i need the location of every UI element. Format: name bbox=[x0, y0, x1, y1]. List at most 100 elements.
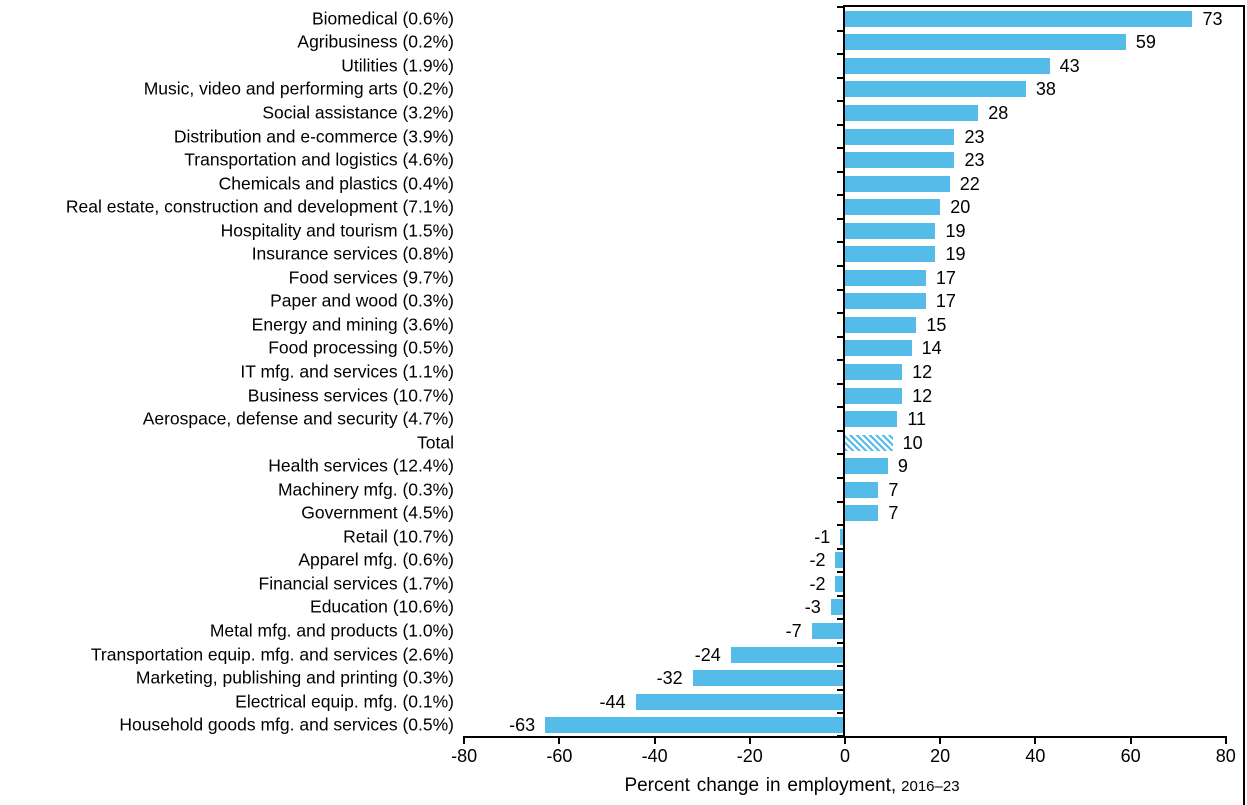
value-label: 10 bbox=[902, 432, 923, 453]
x-tick-label: 60 bbox=[1120, 746, 1141, 766]
value-label: 19 bbox=[945, 244, 966, 265]
category-label: Aerospace, defense and security (4.7%) bbox=[142, 408, 454, 429]
category-label: Health services (12.4%) bbox=[268, 455, 454, 476]
category-label: Agribusiness (0.2%) bbox=[297, 31, 454, 52]
bar bbox=[811, 623, 845, 640]
x-tick-label: -80 bbox=[451, 746, 478, 766]
category-label: Utilities (1.9%) bbox=[341, 55, 454, 76]
value-label: -44 bbox=[599, 691, 626, 712]
category-axis-tick bbox=[837, 524, 843, 527]
category-label: Paper and wood (0.3%) bbox=[270, 290, 454, 311]
category-label: Music, video and performing arts (0.2%) bbox=[143, 78, 454, 99]
category-label: Social assistance (3.2%) bbox=[262, 102, 454, 123]
category-axis-tick bbox=[837, 688, 843, 691]
bar bbox=[845, 458, 888, 475]
category-label: Electrical equip. mfg. (0.1%) bbox=[235, 690, 454, 711]
category-axis-tick bbox=[837, 406, 843, 409]
x-axis-tick bbox=[939, 738, 942, 744]
plot-right-border bbox=[1243, 5, 1245, 805]
category-label: IT mfg. and services (1.1%) bbox=[240, 361, 454, 382]
x-axis-title-years: 2016–23 bbox=[901, 778, 960, 795]
category-axis-tick bbox=[837, 100, 843, 103]
bar bbox=[635, 693, 845, 710]
bar bbox=[830, 599, 845, 616]
value-label: -24 bbox=[694, 644, 721, 665]
category-label: Household goods mfg. and services (0.5%) bbox=[119, 714, 454, 735]
x-axis-title-text: Percent change in employment, bbox=[624, 775, 897, 796]
category-label: Food services (9.7%) bbox=[288, 267, 454, 288]
bar bbox=[845, 316, 917, 333]
bar bbox=[845, 81, 1026, 98]
bar bbox=[835, 552, 845, 569]
value-label: 23 bbox=[964, 150, 985, 171]
value-label: 15 bbox=[926, 314, 947, 335]
value-label: 22 bbox=[959, 173, 980, 194]
category-axis-tick bbox=[837, 241, 843, 244]
category-label: Education (10.6%) bbox=[310, 596, 454, 617]
x-axis-tick bbox=[1224, 738, 1227, 744]
value-label: 38 bbox=[1035, 79, 1056, 100]
bar bbox=[692, 670, 845, 687]
category-axis-tick bbox=[837, 429, 843, 432]
category-axis-tick bbox=[837, 265, 843, 268]
value-label: -32 bbox=[656, 668, 683, 689]
bar bbox=[845, 57, 1050, 74]
x-tick-label: 40 bbox=[1025, 746, 1046, 766]
value-label: 23 bbox=[964, 126, 985, 147]
category-label: Hospitality and tourism (1.5%) bbox=[220, 219, 454, 240]
value-label: 59 bbox=[1135, 32, 1156, 53]
value-label: 17 bbox=[935, 291, 956, 312]
bar bbox=[845, 152, 955, 169]
category-label: Business services (10.7%) bbox=[247, 384, 454, 405]
value-label: 20 bbox=[950, 197, 971, 218]
category-axis-tick bbox=[837, 382, 843, 385]
category-label: Retail (10.7%) bbox=[343, 526, 454, 547]
category-label: Government (4.5%) bbox=[301, 502, 454, 523]
value-axis-line bbox=[463, 736, 1227, 738]
category-axis-tick bbox=[837, 500, 843, 503]
bar bbox=[845, 10, 1193, 27]
x-axis-title: Percent change in employment, 2016–23 bbox=[624, 776, 959, 795]
category-axis-tick bbox=[837, 288, 843, 291]
category-axis-tick bbox=[837, 29, 843, 32]
x-axis-tick bbox=[1129, 738, 1132, 744]
bar bbox=[845, 387, 903, 404]
category-label: Machinery mfg. (0.3%) bbox=[277, 478, 454, 499]
value-label: -63 bbox=[509, 715, 536, 736]
bar bbox=[845, 34, 1126, 51]
category-axis-line bbox=[843, 5, 845, 738]
bar bbox=[845, 222, 936, 239]
bar bbox=[845, 411, 898, 428]
x-axis-tick bbox=[1034, 738, 1037, 744]
plot-top-border bbox=[843, 5, 1245, 7]
value-label: 28 bbox=[988, 102, 1009, 123]
x-axis-tick bbox=[558, 738, 561, 744]
bar bbox=[835, 575, 845, 592]
category-axis-tick bbox=[837, 359, 843, 362]
category-axis-tick bbox=[837, 712, 843, 715]
category-axis-tick bbox=[837, 641, 843, 644]
value-label: 12 bbox=[912, 385, 933, 406]
bar bbox=[545, 717, 845, 734]
category-label: Distribution and e-commerce (3.9%) bbox=[173, 125, 454, 146]
category-axis-tick bbox=[837, 123, 843, 126]
value-label: 43 bbox=[1059, 55, 1080, 76]
value-label: -2 bbox=[809, 550, 826, 571]
category-axis-tick bbox=[837, 547, 843, 550]
value-label: 7 bbox=[888, 479, 899, 500]
category-label: Real estate, construction and developmen… bbox=[65, 196, 454, 217]
bar bbox=[845, 293, 926, 310]
category-label: Metal mfg. and products (1.0%) bbox=[209, 620, 454, 641]
value-label: -1 bbox=[814, 526, 831, 547]
category-axis-tick bbox=[837, 170, 843, 173]
category-label-total: Total bbox=[417, 431, 454, 452]
bar bbox=[845, 128, 955, 145]
category-axis-tick bbox=[837, 76, 843, 79]
x-axis-tick bbox=[463, 738, 466, 744]
bar bbox=[730, 646, 845, 663]
value-label: 9 bbox=[897, 456, 908, 477]
value-label: 12 bbox=[912, 362, 933, 382]
category-axis-tick bbox=[837, 335, 843, 338]
category-label: Energy and mining (3.6%) bbox=[251, 314, 454, 335]
